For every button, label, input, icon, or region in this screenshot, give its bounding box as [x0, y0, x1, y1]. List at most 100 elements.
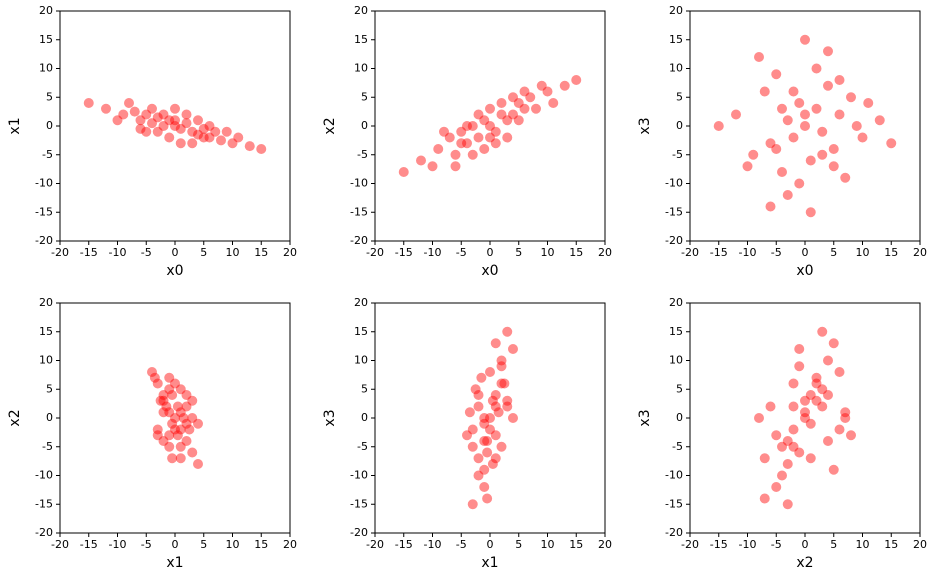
point: [536, 80, 547, 91]
point: [198, 123, 209, 134]
point: [805, 207, 816, 218]
point: [493, 407, 504, 418]
point: [158, 407, 169, 418]
point: [754, 52, 764, 62]
point: [204, 132, 215, 143]
point: [800, 109, 810, 120]
point: [490, 453, 501, 464]
point: [178, 413, 189, 423]
point: [198, 132, 209, 143]
point: [170, 103, 180, 114]
point: [823, 390, 833, 400]
y-tick-label: 20: [669, 4, 683, 17]
x-tick-label: -20: [51, 538, 69, 551]
y-tick-label: 0: [361, 411, 368, 424]
y-tick-label: 15: [669, 325, 683, 338]
point: [181, 109, 192, 120]
y-tick-label: -10: [35, 469, 53, 482]
x-tick-label: -15: [80, 246, 98, 259]
point: [805, 390, 816, 400]
point: [462, 430, 472, 441]
point: [187, 126, 198, 137]
y-tick-label: 0: [46, 411, 53, 424]
point: [788, 401, 799, 412]
point: [823, 436, 833, 446]
point: [496, 441, 507, 452]
point: [846, 92, 856, 103]
point: [172, 401, 183, 412]
point: [175, 384, 186, 395]
point: [210, 126, 221, 137]
point: [508, 109, 518, 120]
point: [170, 413, 180, 423]
x-tick-label: -15: [710, 538, 728, 551]
point: [479, 115, 490, 126]
x-tick-label: 0: [487, 246, 494, 259]
point: [221, 126, 232, 137]
point: [496, 361, 507, 372]
x-tick-label: 0: [802, 538, 809, 551]
point: [490, 390, 501, 400]
point: [164, 384, 175, 395]
x-tick-label: -15: [395, 246, 413, 259]
point: [193, 418, 203, 429]
point: [840, 172, 851, 183]
y-tick-label: -20: [665, 526, 683, 539]
point: [713, 121, 724, 131]
point: [502, 401, 513, 412]
point: [513, 115, 524, 126]
point: [479, 144, 490, 154]
x-tick-label: 15: [884, 246, 898, 259]
y-tick-label: -20: [350, 234, 368, 247]
point: [782, 190, 793, 200]
y-tick-label: 0: [46, 119, 53, 132]
point: [101, 103, 111, 114]
point: [777, 167, 787, 177]
y-tick-label: -10: [665, 177, 683, 190]
point: [473, 109, 484, 120]
point: [118, 109, 129, 120]
y-tick-label: 15: [669, 33, 683, 46]
point: [794, 344, 805, 354]
y-tick-label: -5: [672, 440, 683, 453]
point: [794, 98, 805, 108]
x-axis-label: x1: [166, 555, 183, 571]
x-tick-label: 20: [283, 538, 297, 551]
point: [508, 92, 518, 103]
point: [840, 413, 851, 423]
point: [170, 378, 180, 389]
x-tick-label: 10: [856, 246, 870, 259]
x-tick-label: -10: [109, 246, 127, 259]
point: [152, 378, 163, 389]
point: [496, 98, 507, 108]
point: [147, 118, 157, 129]
point: [181, 118, 192, 129]
point: [496, 355, 507, 366]
point: [759, 453, 770, 464]
point: [805, 155, 816, 166]
point: [155, 395, 166, 406]
point: [456, 138, 467, 149]
point: [794, 447, 805, 458]
x-tick-label: -20: [366, 538, 384, 551]
point: [828, 161, 839, 172]
point: [811, 395, 822, 406]
point: [828, 464, 839, 475]
point: [502, 326, 513, 337]
point: [398, 167, 409, 177]
y-axis-label: x3: [322, 409, 338, 426]
point: [158, 121, 169, 131]
x-tick-label: 0: [172, 538, 179, 551]
y-axis-label: x3: [637, 409, 653, 426]
point: [485, 103, 495, 114]
point: [782, 459, 793, 469]
point: [135, 115, 146, 126]
point: [164, 430, 175, 441]
y-tick-label: 10: [669, 354, 683, 367]
point: [158, 436, 169, 446]
point: [175, 407, 186, 418]
x-tick-label: 5: [830, 538, 837, 551]
y-tick-label: 5: [676, 382, 683, 395]
point: [158, 390, 169, 400]
point: [525, 92, 536, 103]
